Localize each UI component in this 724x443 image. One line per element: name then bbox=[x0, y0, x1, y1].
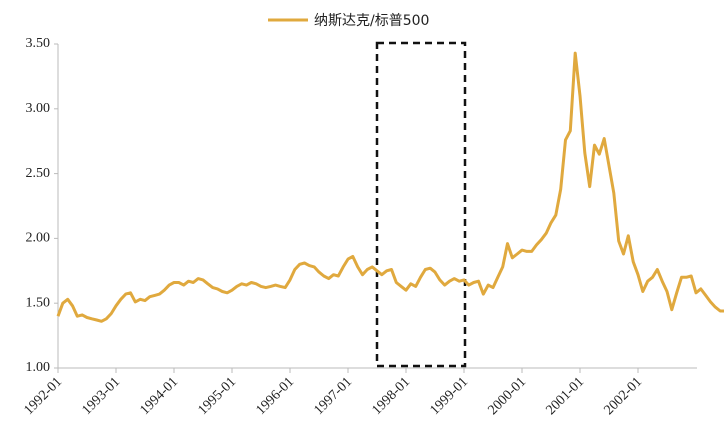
x-tick-label: 1993-01 bbox=[79, 374, 123, 418]
y-tick-label: 1.00 bbox=[26, 360, 51, 375]
x-tick-label: 1992-01 bbox=[21, 374, 65, 418]
y-tick-label: 1.50 bbox=[26, 295, 51, 310]
x-tick-label: 1995-01 bbox=[195, 374, 239, 418]
line bbox=[56, 51, 724, 323]
x-tick-label: 2002-01 bbox=[601, 374, 645, 418]
highlight-box bbox=[375, 41, 467, 368]
x-tick-label: 1996-01 bbox=[253, 374, 297, 418]
x-tick-label: 1999-01 bbox=[427, 374, 471, 418]
legend-label: 纳斯达克/标普500 bbox=[314, 13, 429, 29]
x-tick-label: 2001-01 bbox=[543, 374, 587, 418]
x-tick-label: 1994-01 bbox=[137, 374, 181, 418]
x-tick-label: 1997-01 bbox=[311, 374, 355, 418]
y-tick-label: 3.00 bbox=[26, 101, 51, 116]
y-tick-label: 3.50 bbox=[26, 36, 51, 51]
y-tick-label: 2.50 bbox=[26, 166, 51, 181]
y-tick-label: 2.00 bbox=[26, 231, 51, 246]
x-tick-label: 2000-01 bbox=[485, 374, 529, 418]
x-tick-label: 1998-01 bbox=[369, 374, 413, 418]
